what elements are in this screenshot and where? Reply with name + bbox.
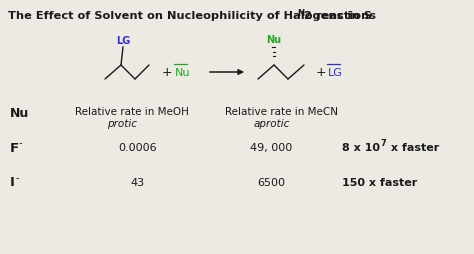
Text: The Effect of Solvent on Nucleophilicity of Halogens in S: The Effect of Solvent on Nucleophilicity… — [8, 11, 372, 21]
Text: 8 x 10: 8 x 10 — [342, 142, 380, 152]
Text: 49, 000: 49, 000 — [250, 142, 292, 152]
Text: Nu: Nu — [266, 35, 282, 45]
Text: protic: protic — [107, 119, 137, 129]
Text: -: - — [19, 137, 22, 147]
Text: Relative rate in MeOH: Relative rate in MeOH — [75, 107, 189, 117]
Text: N: N — [297, 8, 304, 18]
Text: 6500: 6500 — [257, 177, 285, 187]
Text: -: - — [16, 172, 19, 182]
Text: I: I — [10, 176, 15, 189]
Text: aprotic: aprotic — [254, 119, 291, 129]
Text: Relative rate in MeCN: Relative rate in MeCN — [225, 107, 338, 117]
Text: LG: LG — [328, 68, 343, 78]
Text: 150 x faster: 150 x faster — [342, 177, 417, 187]
Text: Nu: Nu — [10, 107, 29, 120]
Text: LG: LG — [116, 36, 130, 46]
Text: 7: 7 — [381, 138, 387, 147]
Text: 2 reactions: 2 reactions — [304, 11, 376, 21]
Text: +: + — [316, 66, 327, 79]
Text: +: + — [162, 66, 173, 79]
Text: 0.0006: 0.0006 — [118, 142, 157, 152]
Text: x faster: x faster — [387, 142, 439, 152]
Text: Nu: Nu — [175, 68, 191, 78]
Text: F: F — [10, 141, 19, 154]
Text: 43: 43 — [131, 177, 145, 187]
